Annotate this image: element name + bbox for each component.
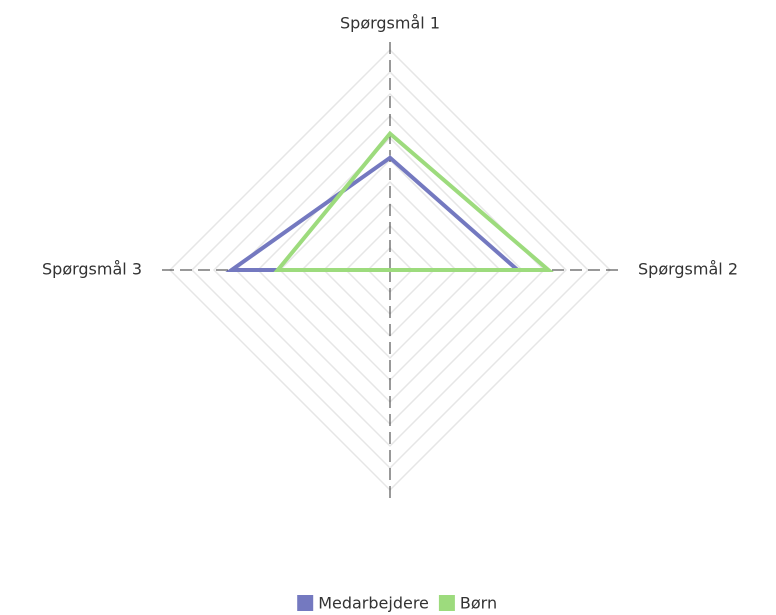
legend-swatch: [297, 595, 314, 611]
grid-ring: [300, 180, 480, 360]
axis-label: Spørgsmål 3: [42, 260, 142, 279]
axis-label: Spørgsmål 1: [340, 14, 440, 33]
legend-label: Medarbejdere: [318, 594, 429, 613]
legend-swatch: [438, 595, 455, 611]
legend-label: Børn: [460, 594, 497, 613]
series-line: [273, 130, 554, 272]
grid-ring: [212, 92, 568, 448]
axis-label: Spørgsmål 2: [638, 260, 738, 279]
